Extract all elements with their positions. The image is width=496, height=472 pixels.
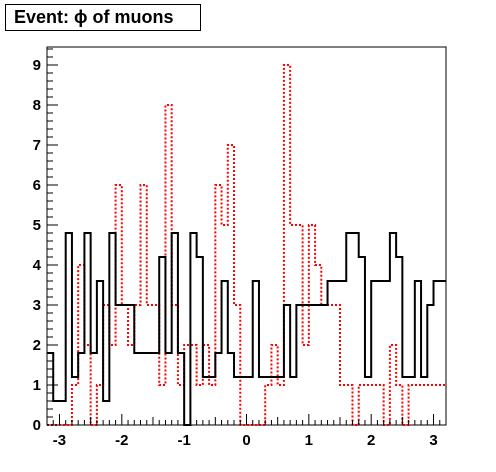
y-tick-label: 8 [33,97,41,114]
histogram-black-solid [47,232,446,426]
y-tick-label: 1 [33,377,41,394]
plot-frame [46,46,447,426]
y-tick-label: 4 [33,257,42,274]
y-tick-label: 3 [33,297,41,314]
x-tick-label: 0 [242,432,250,449]
x-tick-label: -1 [177,432,190,449]
y-tick-label: 5 [33,217,41,234]
x-tick-label: 2 [367,432,375,449]
chart-title: Event: ϕ of muons [5,4,201,31]
y-tick-label: 0 [33,417,41,434]
y-tick-label: 2 [33,337,41,354]
y-tick-label: 7 [33,137,41,154]
histogram-series-group [47,64,446,426]
x-tick-label: 1 [305,432,313,449]
x-tick-label: 3 [429,432,437,449]
x-tick-label: -2 [115,432,128,449]
x-tick-label: -3 [53,432,66,449]
y-tick-label: 6 [33,177,41,194]
axis-ticks-group: -3 -2 -1 0 1 2 3 0 1 2 3 4 5 6 7 8 9 [33,48,447,449]
y-tick-label: 9 [33,57,41,74]
